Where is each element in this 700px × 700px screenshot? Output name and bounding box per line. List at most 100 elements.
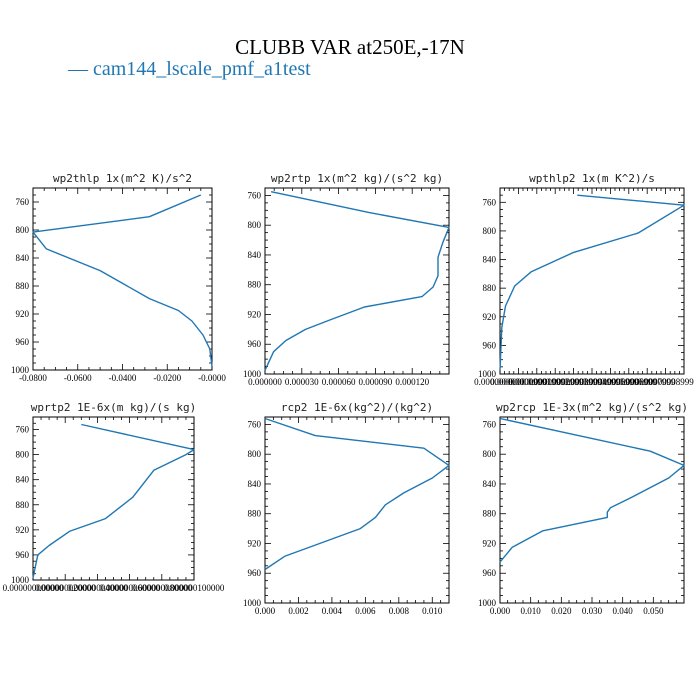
y-tick-label: 840 (248, 250, 262, 260)
panel-title: wprtp2 1E-6x(m kg)/(s kg) (31, 401, 197, 414)
panel-title: rcp2 1E-6x(kg^2)/(kg^2) (281, 401, 433, 414)
x-tick-label: 0.00000006999 (601, 377, 658, 387)
y-tick-label: 760 (248, 190, 262, 200)
series-line (32, 194, 213, 367)
y-tick-label: 880 (248, 509, 262, 519)
y-tick-label: 840 (483, 479, 497, 489)
y-tick-label: 920 (483, 538, 497, 548)
series-line (499, 194, 685, 371)
x-tick-label: 0.006 (355, 606, 376, 616)
x-tick-label: 0.000000040000 (67, 583, 128, 593)
x-tick-label: 0.0000000000 (474, 377, 526, 387)
x-tick-label: 0.004 (322, 606, 343, 616)
x-tick-label: 0.000120 (395, 377, 429, 387)
y-tick-label: 840 (16, 475, 30, 485)
y-tick-label: 1000 (243, 369, 262, 379)
panel-title: wp2rtp 1x(m^2 kg)/(s^2 kg) (271, 172, 443, 185)
y-tick-label: 920 (16, 525, 30, 535)
x-tick-label: 0.00000005999 (582, 377, 639, 387)
y-tick-label: 800 (248, 220, 262, 230)
plot-frame (264, 416, 450, 604)
x-tick-label: 0.002 (288, 606, 308, 616)
y-tick-label: 920 (248, 309, 262, 319)
x-tick-label: 0.040 (613, 606, 634, 616)
x-tick-label: -0.0400 (109, 373, 137, 383)
y-tick-label: 800 (483, 226, 497, 236)
y-tick-label: 1000 (11, 575, 30, 585)
series-line (499, 417, 685, 563)
y-tick-label: 920 (248, 538, 262, 548)
legend-line-marker: — (68, 58, 93, 80)
y-tick-label: 800 (16, 225, 30, 235)
y-tick-label: 920 (16, 309, 30, 319)
x-tick-label: 0.000060 (322, 377, 356, 387)
x-tick-label: 0.00000004999 (564, 377, 621, 387)
y-tick-label: 960 (16, 550, 30, 560)
y-tick-label: 800 (16, 450, 30, 460)
x-tick-label: 0.000000100000 (164, 583, 225, 593)
x-tick-label: 0.000000000000 (3, 583, 64, 593)
y-tick-label: 1000 (478, 369, 497, 379)
x-tick-label: 0.00000001999 (509, 377, 566, 387)
y-tick-label: 760 (16, 425, 30, 435)
y-tick-label: 760 (483, 197, 497, 207)
y-tick-label: 760 (248, 419, 262, 429)
x-tick-label: 0.000 (490, 606, 511, 616)
x-tick-label: 0.000000060000 (99, 583, 160, 593)
x-tick-label: 0.00000008999 (637, 377, 694, 387)
x-tick-label: 0.010 (422, 606, 443, 616)
x-tick-label: 0.000 (255, 606, 276, 616)
panel-title: wp2thlp 1x(m^2 K)/s^2 (53, 172, 192, 185)
x-tick-label: 0.008 (389, 606, 410, 616)
y-tick-label: 880 (483, 283, 497, 293)
x-tick-label: 0.00000002999 (527, 377, 584, 387)
series-line (264, 417, 450, 571)
y-tick-label: 880 (16, 500, 30, 510)
y-tick-label: 960 (248, 339, 262, 349)
plot-frame (32, 416, 195, 581)
y-tick-label: 960 (248, 568, 262, 578)
y-tick-label: 960 (483, 340, 497, 350)
x-tick-label: 0.000000 (248, 377, 282, 387)
x-tick-label: 0.000000080000 (131, 583, 192, 593)
y-tick-label: 960 (16, 337, 30, 347)
y-tick-label: 840 (248, 479, 262, 489)
x-tick-label: 0.020 (551, 606, 572, 616)
y-tick-label: 920 (483, 312, 497, 322)
panel-title: wpthlp2 1x(m K^2)/s (529, 172, 655, 185)
y-tick-label: 880 (483, 509, 497, 519)
y-tick-label: 960 (483, 568, 497, 578)
x-tick-label: 0.00000000999 (490, 377, 547, 387)
x-tick-label: 0.050 (643, 606, 664, 616)
figure-title: CLUBB VAR at250E,-17N (235, 35, 465, 59)
panel-title: wp2rcp 1E-3x(m^2 kg)/(s^2 kg) (496, 401, 688, 414)
series-line (264, 191, 450, 371)
x-tick-label: -0.0600 (64, 373, 92, 383)
x-tick-label: -0.0800 (19, 373, 47, 383)
x-tick-label: 0.030 (582, 606, 603, 616)
plot-frame (499, 187, 685, 375)
y-tick-label: 880 (16, 281, 30, 291)
x-tick-label: 0.000090 (359, 377, 393, 387)
y-tick-label: 840 (483, 255, 497, 265)
x-tick-label: 0.00000003999 (545, 377, 602, 387)
legend: — cam144_lscale_pmf_a1test (68, 58, 311, 81)
y-tick-label: 760 (483, 419, 497, 429)
y-tick-label: 880 (248, 280, 262, 290)
y-tick-label: 840 (16, 253, 30, 263)
plot-frame (499, 416, 685, 604)
legend-label: cam144_lscale_pmf_a1test (93, 58, 311, 80)
y-tick-label: 1000 (478, 598, 497, 608)
series-line (32, 423, 195, 579)
y-tick-label: 760 (16, 197, 30, 207)
x-tick-label: -0.0000 (198, 373, 226, 383)
x-tick-label: 0.00000007999 (619, 377, 676, 387)
x-tick-label: 0.000030 (285, 377, 319, 387)
x-tick-label: 0.010 (521, 606, 542, 616)
x-tick-label: -0.0200 (153, 373, 181, 383)
y-tick-label: 1000 (11, 365, 30, 375)
y-tick-label: 1000 (243, 598, 262, 608)
y-tick-label: 800 (483, 449, 497, 459)
x-tick-label: 0.000000020000 (35, 583, 96, 593)
